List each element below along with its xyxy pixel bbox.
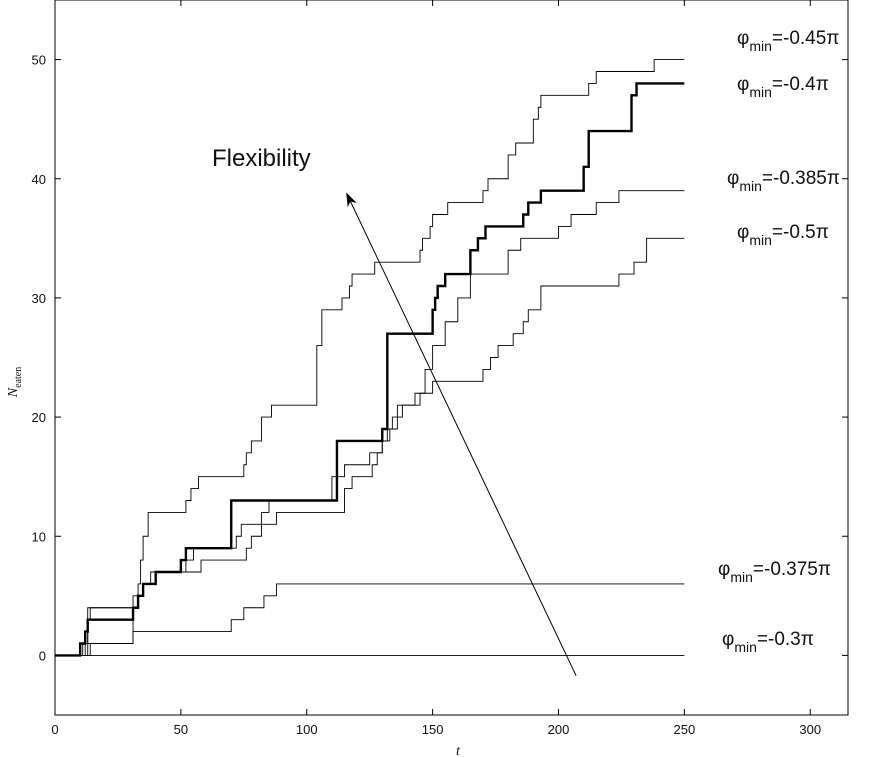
series-line [55,59,685,656]
y-axis-label-sub: eaten [13,367,24,388]
flexibility-annotation-text: Flexibility [212,145,311,172]
series-label: φmin=-0.375π [718,559,831,585]
y-tick-label: 50 [32,53,46,68]
series-labels: φmin=-0.45πφmin=-0.4πφmin=-0.385πφmin=-0… [718,28,840,655]
series-label-value: =-0.3π [757,629,814,650]
x-tick-label: 250 [674,722,696,737]
series-line [55,237,685,656]
series-label: φmin=-0.45π [737,28,839,54]
series-lines [55,59,685,657]
y-tick-label: 20 [32,410,46,425]
x-axis-label: t [456,744,461,757]
series-label-sub: min [749,38,772,54]
x-tick-label: 300 [799,722,821,737]
series-label: φmin=-0.3π [722,629,814,655]
svg-text:Neaten: Neaten [6,367,24,398]
series-label: φmin=-0.5π [737,222,829,248]
plot-frame [54,0,849,716]
flexibility-annotation: Flexibility [212,145,577,676]
series-label-value: =-0.375π [753,559,831,580]
series-line [55,190,685,656]
y-tick-label: 40 [32,172,46,187]
series-label: φmin=-0.4π [737,74,829,100]
y-tick-label: 10 [32,529,46,544]
y-axis-label: Neaten [6,367,24,398]
series-label-phi: φ [737,28,749,49]
series-label-sub: min [749,84,772,100]
series-label-phi: φ [737,74,749,95]
x-tick-label: 150 [422,722,444,737]
flexibility-arrow [346,192,577,676]
series-label-sub: min [739,178,762,194]
series-label-value: =-0.4π [772,74,829,95]
axis-ticks: 0 50 100 150 200 250 300 0 10 20 30 40 50 [32,0,848,737]
series-label-phi: φ [737,222,749,243]
x-tick-label: 0 [51,722,58,737]
series-label-sub: min [749,232,772,248]
x-tick-label: 100 [296,722,318,737]
series-label-value: =-0.45π [772,28,840,49]
series-label-value: =-0.5π [772,222,829,243]
y-axis-label-main: N [6,387,21,398]
series-label-sub: min [730,569,753,585]
series-label: φmin=-0.385π [727,168,840,194]
series-label-value: =-0.385π [762,168,840,189]
x-tick-label: 50 [174,722,188,737]
x-tick-label: 200 [548,722,570,737]
series-label-sub: min [734,639,757,655]
series-label-phi: φ [718,559,730,580]
series-label-phi: φ [727,168,739,189]
y-tick-label: 0 [39,648,46,663]
series-line [55,583,685,656]
series-line [55,82,685,657]
series-label-phi: φ [722,629,734,650]
y-tick-label: 30 [32,291,46,306]
